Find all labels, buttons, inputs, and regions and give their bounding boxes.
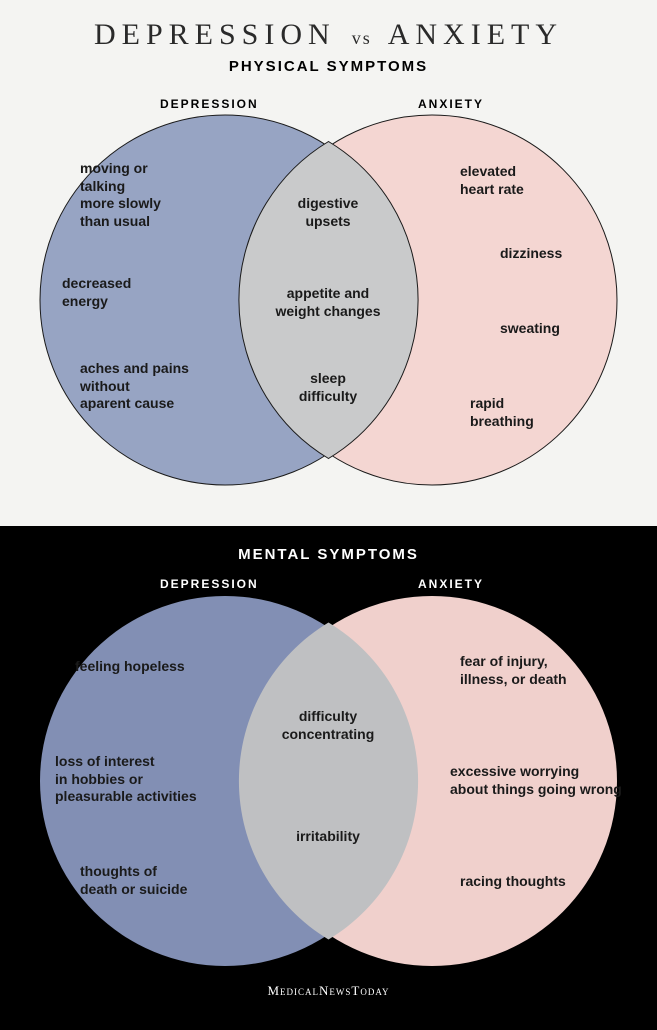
- physical-left-0: moving ortalkingmore slowlythan usual: [80, 160, 161, 230]
- mental-left-0: feeling hopeless: [75, 658, 185, 676]
- physical-right-3: rapidbreathing: [470, 395, 534, 430]
- title-vs: vs: [352, 28, 372, 48]
- mental-section: MENTAL SYMPTOMS DEPRESSION ANXIETY feeli…: [0, 526, 657, 1030]
- physical-section: DEPRESSION vs ANXIETY PHYSICAL SYMPTOMS …: [0, 0, 657, 520]
- mental-left-1: loss of interestin hobbies orpleasurable…: [55, 753, 197, 806]
- physical-label-anxiety: ANXIETY: [418, 97, 484, 111]
- physical-label-depression: DEPRESSION: [160, 97, 259, 111]
- mental-label-depression: DEPRESSION: [160, 577, 259, 591]
- mental-right-2: racing thoughts: [460, 873, 566, 891]
- title-depression: DEPRESSION: [94, 18, 336, 51]
- mental-label-anxiety: ANXIETY: [418, 577, 484, 591]
- mental-title: MENTAL SYMPTOMS: [0, 526, 657, 563]
- title-anxiety: ANXIETY: [388, 18, 563, 51]
- mental-venn: DEPRESSION ANXIETY feeling hopeless loss…: [0, 563, 657, 983]
- main-title: DEPRESSION vs ANXIETY: [0, 0, 657, 52]
- physical-right-2: sweating: [500, 320, 560, 338]
- infographic-container: DEPRESSION vs ANXIETY PHYSICAL SYMPTOMS …: [0, 0, 657, 1030]
- physical-venn: DEPRESSION ANXIETY moving ortalkingmore …: [0, 75, 657, 505]
- physical-title: PHYSICAL SYMPTOMS: [0, 58, 657, 75]
- physical-center-1: appetite andweight changes: [258, 285, 398, 320]
- physical-right-1: dizziness: [500, 245, 562, 263]
- mental-right-0: fear of injury,illness, or death: [460, 653, 567, 688]
- mental-right-1: excessive worryingabout things going wro…: [450, 763, 622, 798]
- mental-center-0: difficultyconcentrating: [258, 708, 398, 743]
- mental-center-1: irritability: [258, 828, 398, 846]
- physical-center-0: digestiveupsets: [258, 195, 398, 230]
- physical-left-2: aches and painswithoutaparent cause: [80, 360, 189, 413]
- physical-right-0: elevatedheart rate: [460, 163, 524, 198]
- mental-left-2: thoughts ofdeath or suicide: [80, 863, 187, 898]
- physical-left-1: decreasedenergy: [62, 275, 131, 310]
- physical-center-2: sleepdifficulty: [258, 370, 398, 405]
